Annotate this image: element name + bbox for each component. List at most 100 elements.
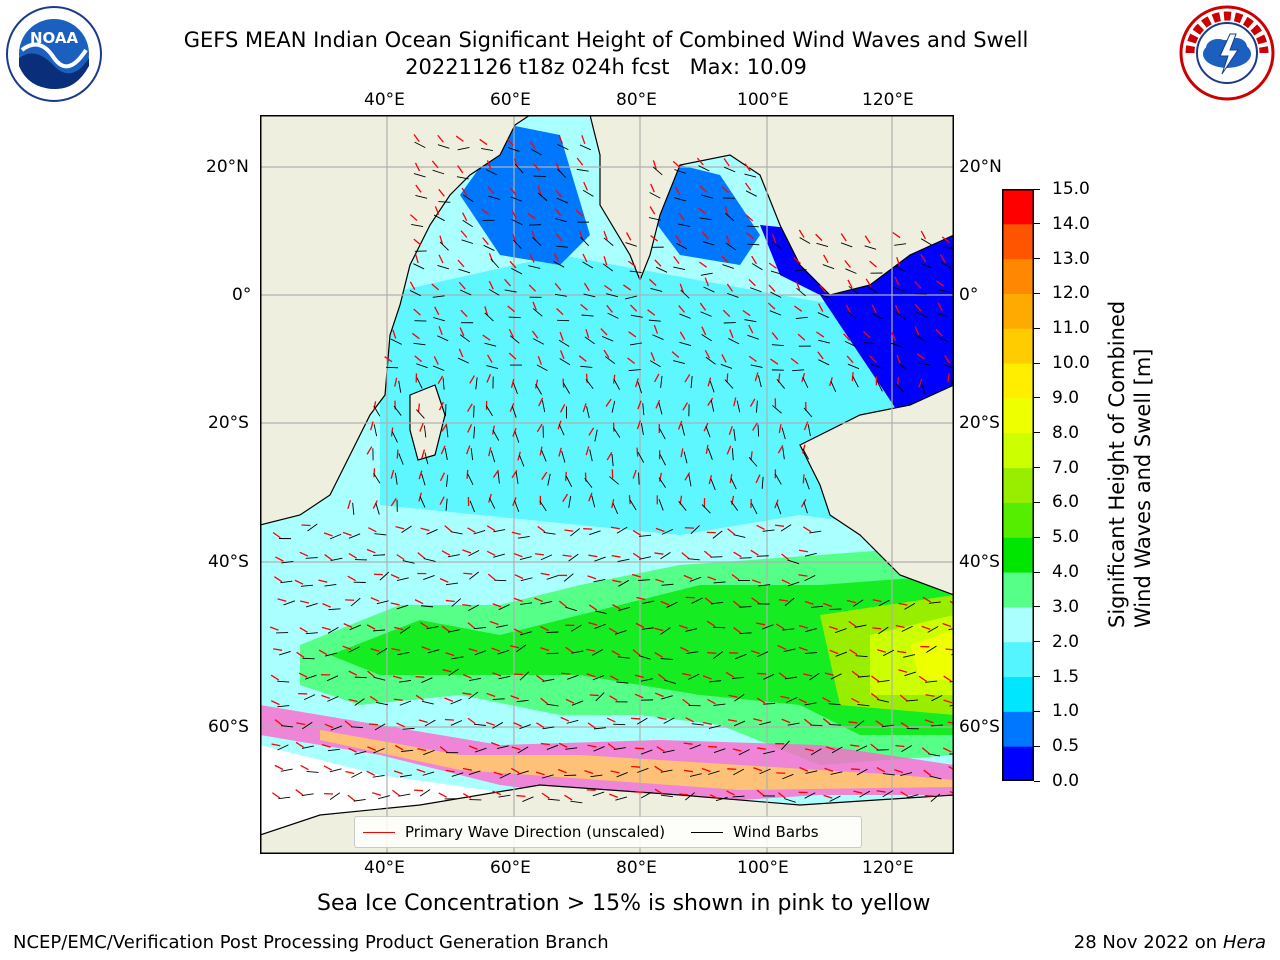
wind-barb	[280, 580, 293, 584]
wind-barb	[649, 360, 661, 368]
wave-direction-arrow	[489, 620, 499, 626]
wave-direction-arrow	[487, 186, 495, 194]
wave-direction-arrow	[395, 525, 405, 530]
wave-direction-arrow	[467, 717, 476, 725]
wave-direction-arrow	[366, 548, 376, 554]
wave-direction-arrow	[799, 766, 809, 772]
wave-direction-arrow	[588, 554, 598, 558]
wind-barb	[278, 796, 291, 800]
wind-barb	[375, 502, 380, 515]
legend-item-wave-direction: Primary Wave Direction (unscaled)	[363, 822, 665, 842]
wind-barb	[397, 652, 410, 656]
wind-barb	[678, 500, 687, 511]
wind-barb	[559, 358, 571, 366]
wind-barb	[467, 473, 474, 486]
wave-direction-arrow	[296, 651, 305, 658]
wind-barb	[749, 287, 762, 293]
wave-direction-arrow	[894, 304, 900, 314]
colorbar-swatch	[1002, 189, 1034, 225]
wind-barb	[446, 425, 449, 438]
wave-direction-arrow	[581, 135, 586, 145]
lon-label-bottom: 60°E	[490, 858, 531, 878]
wind-barb	[376, 648, 388, 656]
wave-direction-arrow	[466, 445, 471, 455]
wave-direction-arrow	[588, 621, 598, 626]
wind-barb	[772, 405, 782, 414]
wave-direction-arrow	[943, 675, 952, 682]
wave-direction-arrow	[537, 355, 542, 365]
wave-direction-arrow	[509, 260, 517, 269]
wave-direction-arrow	[636, 447, 639, 457]
wave-direction-arrow	[538, 397, 544, 407]
wave-direction-arrow	[513, 597, 523, 603]
wind-barb	[437, 335, 449, 342]
wave-direction-arrow	[767, 302, 776, 310]
wind-barb	[689, 773, 702, 777]
wave-direction-arrow	[421, 449, 426, 459]
wave-direction-arrow	[541, 792, 550, 799]
wave-direction-arrow	[798, 646, 808, 652]
wind-barb	[616, 526, 628, 534]
wind-barb	[546, 744, 559, 750]
wave-direction-arrow	[462, 793, 472, 799]
wind-barb	[415, 195, 428, 199]
colorbar-tick-mark	[1034, 745, 1040, 747]
wind-barb	[283, 600, 296, 606]
wind-barb	[617, 656, 630, 659]
wind-barb	[399, 700, 412, 706]
wave-direction-arrow	[527, 212, 536, 220]
wave-direction-arrow	[540, 647, 550, 652]
wave-direction-arrow	[322, 603, 332, 608]
wave-band-4m	[330, 575, 954, 735]
wave-direction-arrow	[678, 212, 685, 221]
wave-direction-arrow	[556, 308, 564, 316]
wind-barb	[629, 499, 637, 511]
wind-barb	[733, 768, 745, 776]
wave-direction-arrow	[775, 623, 785, 630]
wave-direction-arrow	[484, 306, 489, 316]
wind-barb	[409, 290, 421, 297]
wind-barb	[757, 424, 760, 437]
colorbar-swatch	[1002, 328, 1034, 364]
wave-direction-arrow	[629, 304, 638, 312]
wind-barb	[652, 166, 663, 176]
wind-barb	[374, 533, 387, 536]
wave-direction-arrow	[654, 692, 664, 698]
wave-direction-arrow	[562, 378, 565, 388]
wind-barb	[710, 399, 715, 412]
wave-direction-arrow	[270, 674, 280, 681]
wind-barb	[616, 681, 629, 684]
wind-barb	[639, 556, 652, 560]
wave-direction-arrow	[750, 650, 760, 655]
wave-direction-arrow	[650, 183, 655, 193]
wind-barb	[937, 336, 949, 343]
wave-direction-arrow	[296, 722, 306, 726]
wind-barb	[445, 498, 448, 511]
wind-barb	[585, 378, 594, 390]
wave-direction-arrow	[575, 209, 584, 217]
wave-direction-arrow	[532, 301, 537, 311]
lat-label-right: 20°S	[959, 413, 1000, 433]
wind-barb	[593, 727, 606, 730]
wind-barb	[914, 333, 925, 342]
wind-barb	[437, 265, 450, 270]
wave-direction-arrow	[417, 552, 426, 559]
wind-barb	[546, 703, 559, 707]
wind-barb	[876, 380, 883, 392]
wind-barb	[711, 601, 724, 605]
wind-barb	[413, 263, 425, 270]
colorbar-tick-label: 3.0	[1052, 596, 1080, 617]
wind-barb	[591, 649, 603, 656]
wave-direction-arrow	[603, 230, 608, 240]
wave-direction-arrow	[390, 574, 400, 579]
wave-direction-arrow	[510, 187, 517, 196]
wave-direction-arrow	[413, 133, 420, 142]
wind-barb	[736, 400, 741, 413]
wave-direction-arrow	[678, 624, 688, 630]
wave-direction-arrow	[671, 351, 680, 358]
wave-direction-arrow	[846, 355, 854, 364]
wave-direction-arrow	[829, 649, 839, 655]
wave-direction-arrow	[393, 698, 403, 701]
wind-barb	[438, 201, 451, 203]
wave-direction-arrow	[707, 576, 717, 581]
